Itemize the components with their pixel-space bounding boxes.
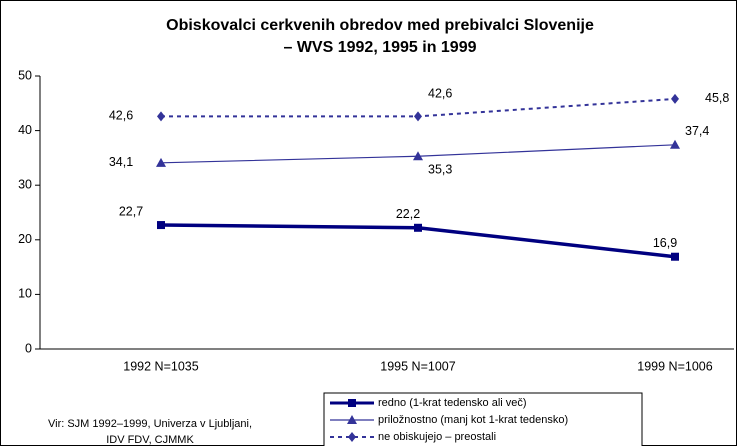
legend-box: [323, 392, 643, 446]
data-label: 42,6: [428, 87, 452, 101]
data-point: [671, 93, 679, 104]
legend-label: redno (1-krat tedensko ali več): [378, 397, 527, 409]
x-tick-label: 1999 N=1006: [637, 359, 712, 373]
y-tick-label: 0: [25, 341, 32, 355]
data-point: [414, 111, 422, 122]
legend-label: priložnostno (manj kot 1-krat tedensko): [378, 414, 568, 426]
y-tick-label: 30: [18, 177, 32, 191]
y-tick-label: 40: [18, 123, 32, 137]
source-note: Vir: SJM 1992–1999, Univerza v Ljubljani…: [48, 418, 252, 430]
y-tick-label: 50: [18, 68, 32, 82]
y-tick-label: 10: [18, 287, 32, 301]
legend-marker: [348, 432, 356, 442]
data-label: 22,2: [396, 207, 420, 221]
data-label: 16,9: [653, 236, 677, 250]
data-label: 45,8: [705, 91, 729, 105]
legend-label: ne obiskujejo – preostali: [378, 431, 496, 443]
data-point: [670, 139, 680, 149]
legend-marker: [347, 415, 357, 424]
data-point: [413, 151, 423, 161]
data-point: [671, 252, 679, 261]
data-label: 22,7: [119, 204, 143, 218]
data-point: [157, 111, 165, 122]
chart-title: – WVS 1992, 1995 in 1999: [283, 39, 476, 56]
data-point: [156, 157, 166, 167]
x-tick-label: 1995 N=1007: [380, 359, 455, 373]
x-tick-label: 1992 N=1035: [123, 359, 198, 373]
data-point: [414, 223, 422, 232]
data-label: 37,4: [685, 124, 709, 138]
data-label: 35,3: [428, 163, 452, 177]
y-tick-label: 20: [18, 232, 32, 246]
data-label: 34,1: [109, 155, 133, 169]
data-label: 42,6: [109, 109, 133, 123]
chart-title: Obiskovalci cerkvenih obredov med prebiv…: [166, 17, 594, 34]
legend-marker: [348, 399, 356, 407]
source-note: IDV FDV, CJMMK: [106, 434, 194, 446]
data-point: [157, 221, 165, 230]
